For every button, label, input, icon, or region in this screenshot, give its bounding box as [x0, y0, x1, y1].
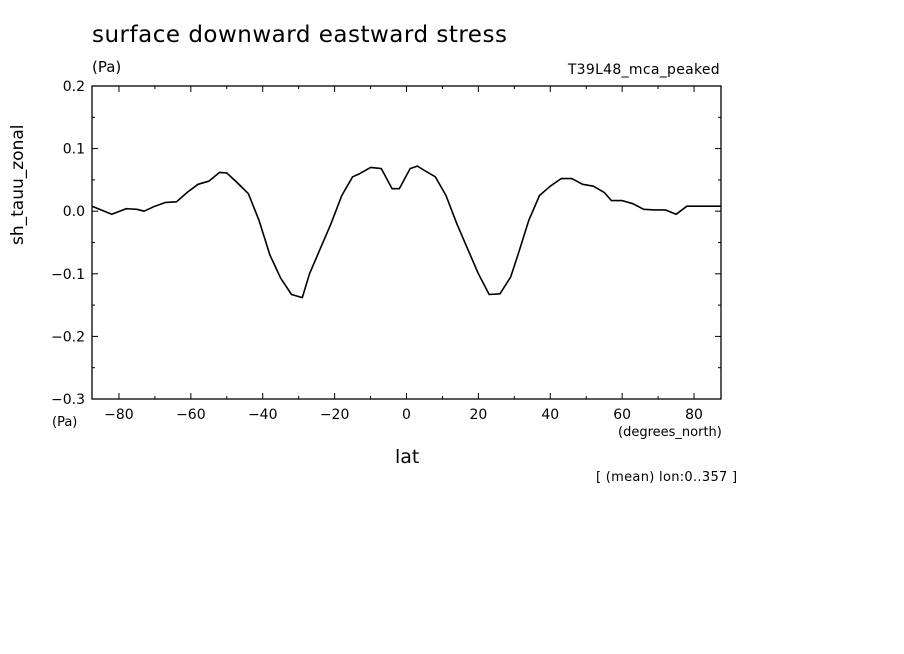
y-tick-label: −0.3	[51, 392, 85, 408]
x-tick-label: −20	[320, 407, 350, 423]
axis-ticks: −80 −60 −40 −20 0 20 40 60 80 0.2 0.1 0.0 −0.1 −0.2 −0…	[51, 79, 721, 423]
plot-frame	[91, 85, 722, 400]
x-tick-label: −80	[104, 407, 134, 423]
x-axis-title: lat	[395, 446, 420, 468]
footnote: [ (mean) lon:0..357 ]	[596, 470, 738, 485]
x-tick-label: 60	[613, 407, 631, 423]
x-tick-label: 40	[541, 407, 559, 423]
x-axis-units: (degrees_north)	[618, 425, 722, 440]
run-label: T39L48_mca_peaked	[567, 62, 720, 78]
x-tick-label: 0	[402, 407, 411, 423]
series-group	[91, 165, 721, 299]
x-tick-label: −60	[176, 407, 206, 423]
x-tick-label: 20	[469, 407, 487, 423]
series-line	[91, 165, 721, 299]
units-label-bottom: (Pa)	[52, 415, 78, 430]
x-tick-label: −40	[248, 407, 278, 423]
x-tick-label: 80	[685, 407, 703, 423]
chart-title: surface downward eastward stress	[92, 22, 508, 48]
units-label-top: (Pa)	[92, 58, 122, 76]
y-tick-label: 0.2	[63, 79, 85, 95]
y-tick-label: −0.1	[51, 267, 85, 283]
y-tick-label: −0.2	[51, 329, 85, 345]
y-tick-label: 0.1	[63, 142, 85, 158]
y-tick-label: 0.0	[63, 204, 85, 220]
